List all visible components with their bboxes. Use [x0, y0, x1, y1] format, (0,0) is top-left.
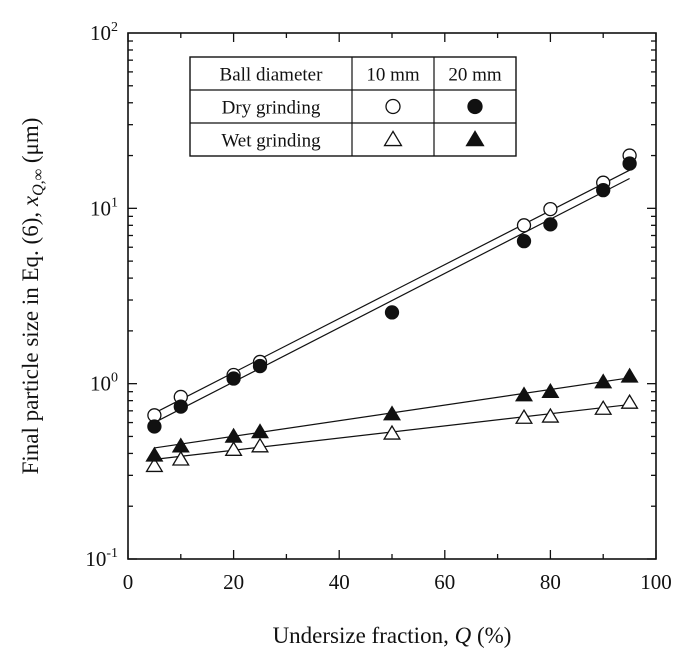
legend: Ball diameter 10 mm 20 mm Dry grinding Wet g…	[189, 56, 517, 157]
fit-line	[154, 177, 630, 424]
data-point	[620, 367, 639, 383]
y-tick-label: 102	[90, 20, 118, 45]
x-tick-label: 0	[123, 570, 134, 594]
x-tick-label: 40	[329, 570, 350, 594]
data-point	[596, 182, 611, 198]
fit-line	[154, 169, 630, 414]
data-point	[224, 440, 243, 456]
data-point	[145, 457, 164, 473]
x-axis-title: Undersize fraction, Q (%)	[273, 623, 512, 648]
legend-marker	[385, 98, 401, 115]
data-point	[620, 393, 639, 409]
y-axis-title: Final particle size in Eq. (6), xQ,∞ (μm…	[18, 118, 47, 475]
legend-marker	[467, 98, 483, 115]
data-point	[251, 437, 269, 453]
data-point	[516, 218, 532, 233]
x-tick-label: 100	[640, 570, 672, 594]
data-point	[226, 371, 241, 386]
data-point	[541, 382, 560, 398]
tick-labels: 0 20 40 60 80 100 10-1 100 101 102	[85, 20, 671, 594]
data-point	[516, 233, 532, 249]
x-tick-label: 20	[223, 570, 244, 594]
data-point	[252, 358, 268, 374]
data-point	[594, 399, 613, 415]
data-point	[515, 408, 533, 424]
data-point	[383, 424, 401, 440]
y-tick-label: 10-1	[85, 546, 118, 571]
y-tick-label: 101	[90, 195, 118, 220]
ticks	[127, 33, 657, 560]
legend-marker	[465, 130, 485, 147]
legend-header-cell: 20 mm	[448, 65, 502, 86]
data-point	[145, 446, 164, 462]
legend-table	[189, 56, 517, 157]
data-point	[171, 450, 190, 466]
x-tick-label: 60	[434, 570, 455, 594]
data-point	[224, 427, 243, 443]
data-point	[515, 386, 533, 402]
markers	[145, 148, 639, 473]
data-point	[251, 423, 269, 439]
data-point	[541, 407, 560, 423]
data-point	[384, 305, 400, 320]
legend-header-cell: 10 mm	[366, 65, 420, 86]
legend-marker	[383, 130, 403, 147]
legend-row-label: Dry grinding	[222, 98, 321, 119]
legend-header-cell: Ball diameter	[220, 65, 324, 86]
x-tick-label: 80	[540, 570, 561, 594]
data-point	[383, 405, 401, 421]
data-point	[594, 373, 613, 389]
legend-row-label: Wet grinding	[221, 131, 321, 152]
data-point	[171, 437, 190, 453]
y-tick-label: 100	[90, 371, 118, 396]
data-point	[622, 156, 637, 171]
data-point	[173, 399, 188, 414]
data-point	[147, 419, 162, 434]
data-point	[543, 201, 558, 217]
data-point	[543, 217, 558, 232]
